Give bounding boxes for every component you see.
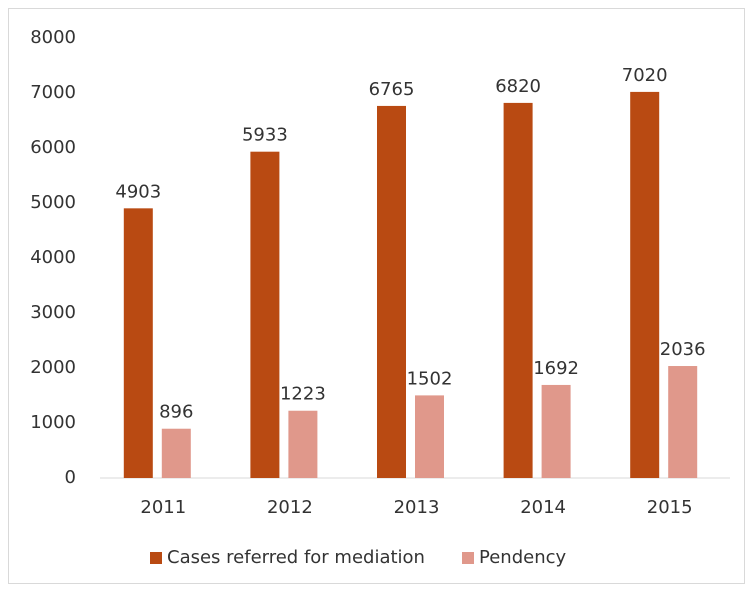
data-label: 1223 <box>280 384 326 405</box>
bar <box>161 428 191 478</box>
data-label: 896 <box>159 402 193 423</box>
y-tick-label: 4000 <box>30 247 76 268</box>
legend-swatch <box>462 552 474 564</box>
bar <box>503 102 533 479</box>
data-label: 7020 <box>622 65 668 86</box>
legend-label: Cases referred for mediation <box>167 547 425 568</box>
legend-label: Pendency <box>479 547 567 568</box>
x-tick-label: 2015 <box>647 497 693 518</box>
bar <box>630 91 660 479</box>
y-tick-label: 2000 <box>30 357 76 378</box>
bar <box>415 395 444 478</box>
data-label: 1502 <box>407 368 453 389</box>
data-label: 1692 <box>533 358 579 379</box>
data-label: 5933 <box>242 125 288 146</box>
bar <box>250 151 280 478</box>
y-tick-label: 0 <box>65 467 76 488</box>
x-tick-label: 2013 <box>394 497 440 518</box>
bar <box>123 208 153 478</box>
legend-swatch <box>150 552 162 564</box>
data-label: 6765 <box>369 79 415 100</box>
bar <box>377 105 406 479</box>
x-tick-label: 2012 <box>267 497 313 518</box>
bar <box>541 384 571 478</box>
x-tick-label: 2014 <box>520 497 566 518</box>
data-label: 6820 <box>495 76 541 97</box>
y-tick-label: 6000 <box>30 137 76 158</box>
data-label: 2036 <box>660 339 706 360</box>
bar <box>288 410 318 478</box>
y-tick-label: 1000 <box>30 412 76 433</box>
y-tick-label: 7000 <box>30 82 76 103</box>
y-tick-label: 3000 <box>30 302 76 323</box>
y-tick-label: 8000 <box>30 27 76 48</box>
bar <box>668 366 698 478</box>
x-tick-label: 2011 <box>140 497 186 518</box>
y-tick-label: 5000 <box>30 192 76 213</box>
data-label: 4903 <box>115 181 161 202</box>
